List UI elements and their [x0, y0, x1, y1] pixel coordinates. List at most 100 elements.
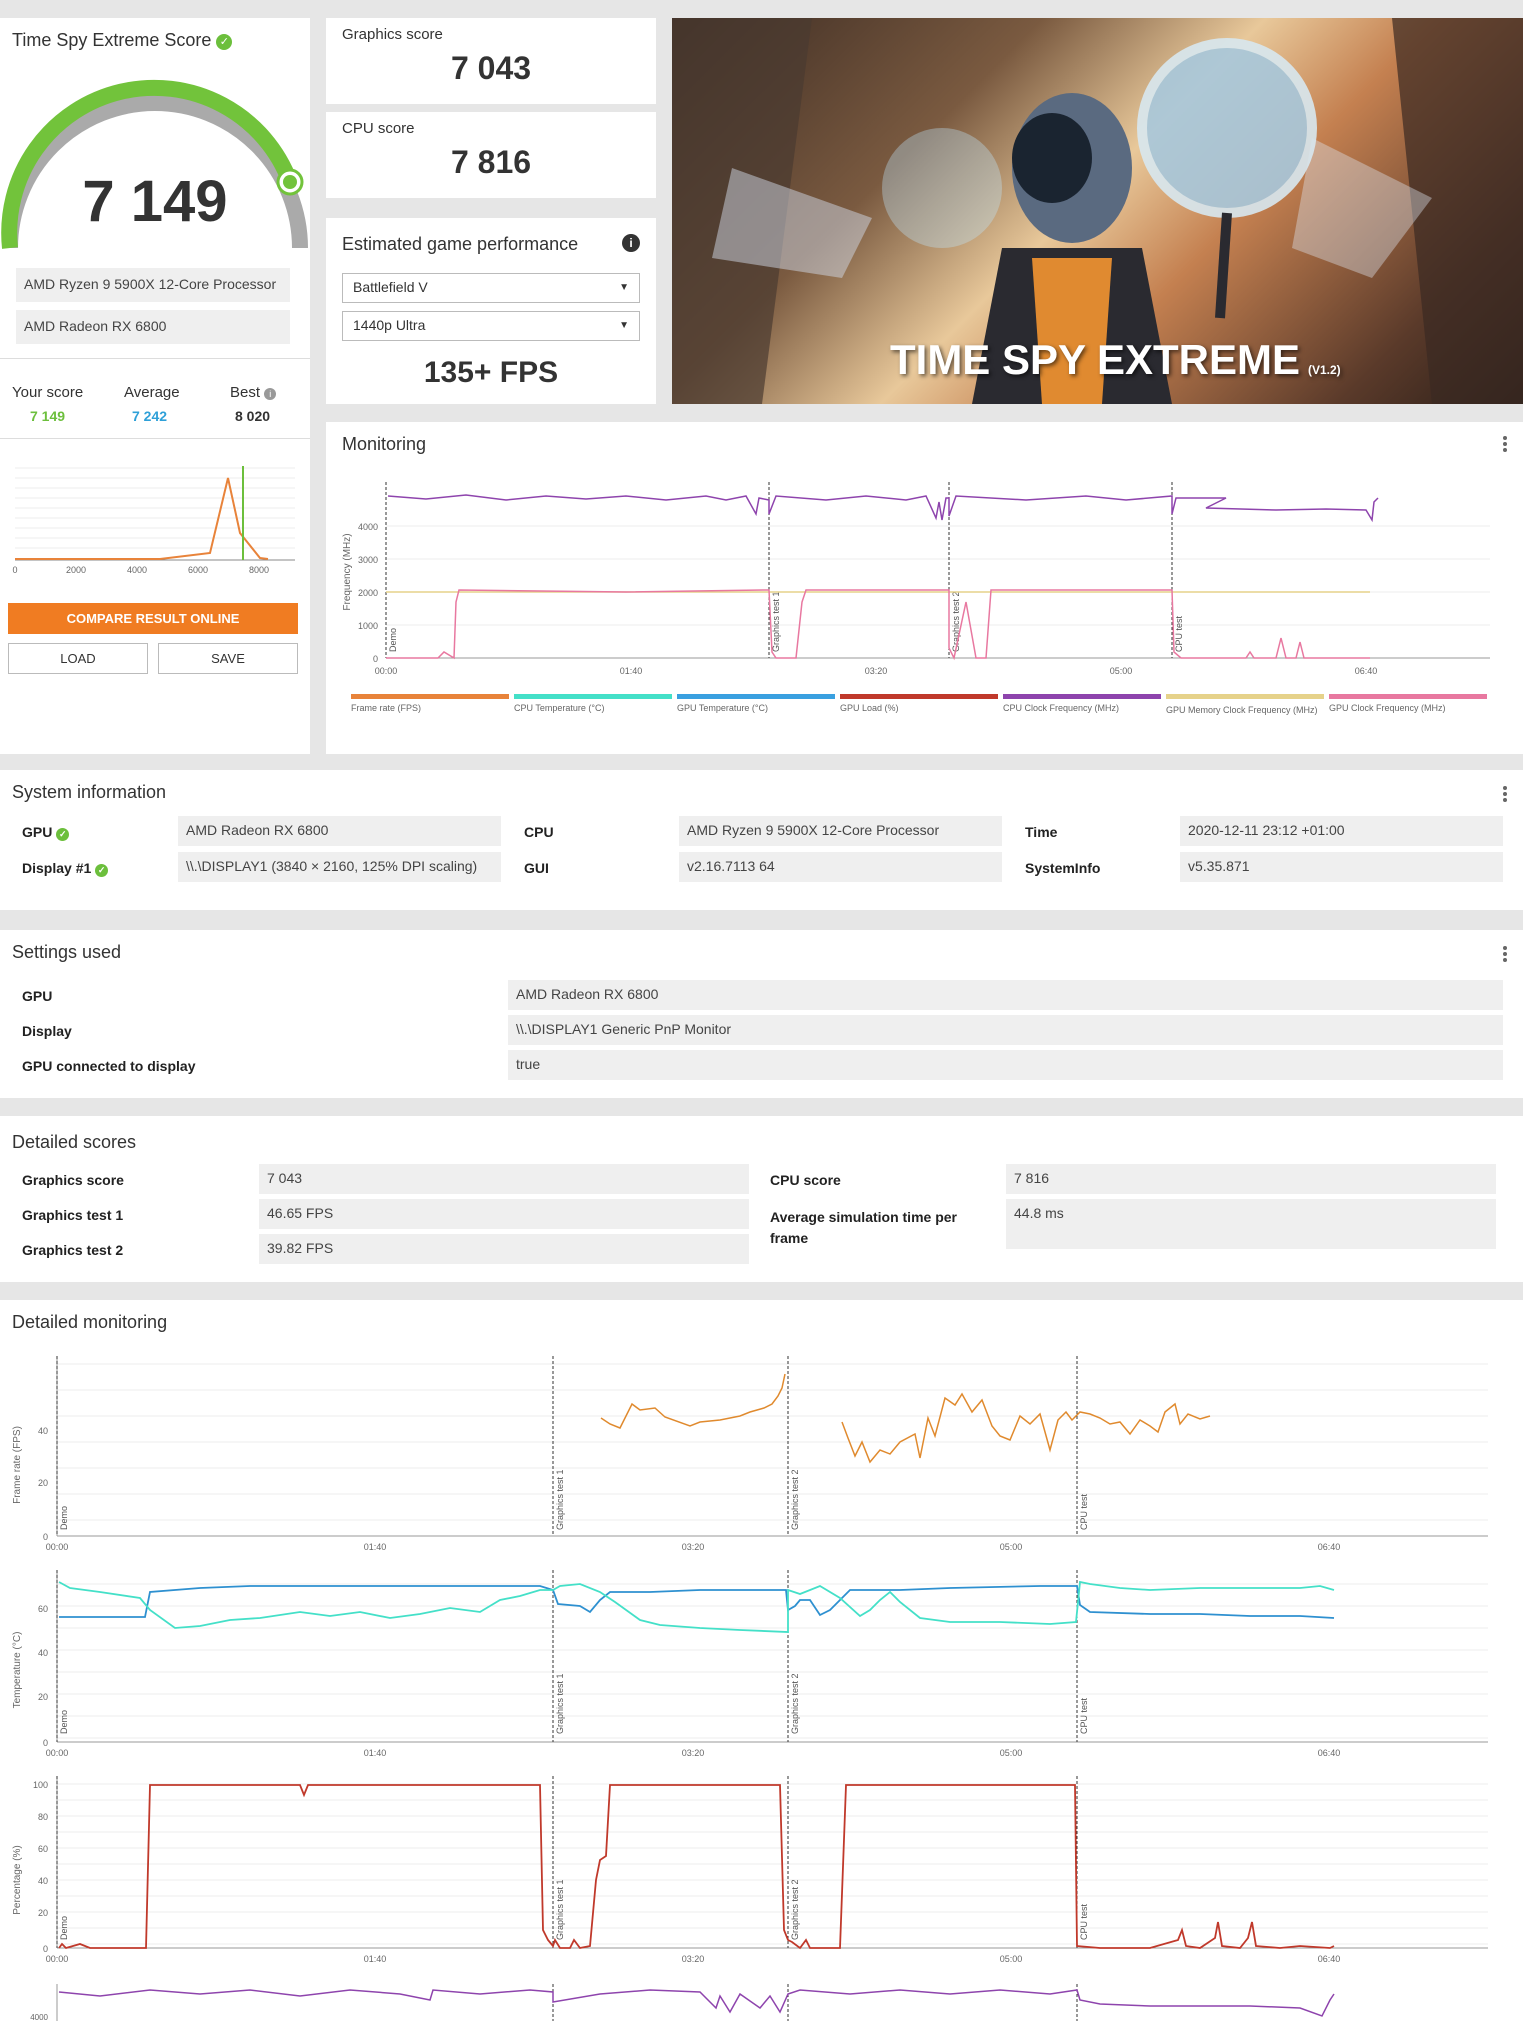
chevron-down-icon: ▼ — [619, 320, 629, 331]
x-tick: 00:00 — [375, 666, 398, 676]
section-label: CPU test — [1079, 1903, 1089, 1940]
cpu-score-label: CPU score — [770, 1172, 841, 1188]
percentage-y-label: Percentage (%) — [12, 1845, 23, 1914]
settings-gpu-value: AMD Radeon RX 6800 — [508, 980, 1503, 1010]
settings-used-title: Settings used — [12, 942, 122, 962]
dist-tick: 8000 — [249, 565, 269, 575]
y-tick: 2000 — [358, 588, 378, 598]
fps-chart: Frame rate (FPS) 40 20 0 00:00 01:40 03:… — [12, 1356, 1488, 1552]
more-options-icon[interactable] — [1503, 786, 1507, 804]
legend-item[interactable]: GPU Temperature (°C) — [677, 694, 835, 713]
verified-icon: ✓ — [216, 34, 233, 50]
gpu-temperature-series — [59, 1585, 1335, 1619]
more-options-icon[interactable] — [1503, 436, 1507, 454]
graphics-test-1-value: 46.65 FPS — [259, 1199, 749, 1229]
detailed-monitoring-card: Detailed monitoring Frame rate (FPS) 40 … — [0, 1300, 1523, 2021]
game-select[interactable]: Battlefield V ▼ — [342, 273, 640, 303]
system-information-title: System information — [12, 782, 167, 802]
graphics-test-2-label: Graphics test 2 — [22, 1242, 124, 1258]
gpu-clock-series — [386, 589, 1370, 661]
legend-item[interactable]: Frame rate (FPS) — [351, 694, 509, 713]
x-tick: 01:40 — [364, 1954, 387, 1964]
gpu-value: AMD Radeon RX 6800 — [178, 816, 501, 846]
x-tick: 03:20 — [682, 1542, 705, 1552]
graphics-test-2-value: 39.82 FPS — [259, 1234, 749, 1264]
distribution-curve — [15, 477, 269, 560]
cpu-clock-series — [387, 494, 1379, 523]
cpu-score-value: 7 816 — [1006, 1164, 1496, 1194]
display-value: \\.\DISPLAY1 (3840 × 2160, 125% DPI scal… — [178, 852, 501, 882]
dist-tick: 6000 — [188, 565, 208, 575]
display-label: Display #1 ✓ — [22, 860, 109, 877]
more-options-icon[interactable] — [1503, 946, 1507, 964]
settings-display-value: \\.\DISPLAY1 Generic PnP Monitor — [508, 1015, 1503, 1045]
x-tick: 05:00 — [1000, 1748, 1023, 1758]
cpu-temperature-series — [58, 1580, 1335, 1633]
section-label: Graphics test 2 — [790, 1673, 800, 1734]
y-axis-label: Frequency (MHz) — [342, 533, 353, 610]
benchmark-banner: TIME SPY EXTREME (V1.2) — [672, 18, 1523, 404]
x-tick: 00:00 — [46, 1954, 69, 1964]
settings-used-card: Settings used GPU AMD Radeon RX 6800 Dis… — [0, 930, 1523, 1098]
section-label: Graphics test 1 — [771, 591, 781, 652]
dist-tick: 0 — [12, 565, 17, 575]
temp-y-tick: 40 — [38, 1648, 48, 1658]
cpu-clock-chart: 4000 — [30, 1984, 1335, 2021]
x-tick: 05:00 — [1000, 1954, 1023, 1964]
frame-rate-series — [841, 1392, 1211, 1464]
verified-icon: ✓ — [56, 828, 70, 841]
y-tick: 0 — [373, 654, 378, 664]
legend-item[interactable]: GPU Memory Clock Frequency (MHz) — [1166, 694, 1324, 717]
temp-y-tick: 0 — [43, 1738, 48, 1748]
graphics-score-value: 7 043 — [450, 50, 532, 86]
pct-y-tick: 0 — [43, 1944, 48, 1954]
section-label: CPU test — [1174, 615, 1184, 652]
temperature-y-label: Temperature (°C) — [12, 1632, 23, 1709]
preset-select[interactable]: 1440p Ultra ▼ — [342, 311, 640, 341]
x-tick: 03:20 — [682, 1748, 705, 1758]
section-label: Graphics test 1 — [555, 1469, 565, 1530]
legend-item[interactable]: GPU Clock Frequency (MHz) — [1329, 694, 1487, 713]
pct-y-tick: 20 — [38, 1908, 48, 1918]
best-label: Best i — [230, 384, 277, 401]
game-performance-title: Estimated game performance — [342, 234, 579, 254]
avg-simulation-time-value: 44.8 ms — [1006, 1199, 1496, 1249]
graphics-score-value: 7 043 — [259, 1164, 749, 1194]
pct-y-tick: 60 — [38, 1844, 48, 1854]
x-tick: 03:20 — [865, 666, 888, 676]
gpu-name: AMD Radeon RX 6800 — [16, 310, 290, 344]
score-card: Time Spy Extreme Score ✓ 7 149 AMD Ryzen… — [0, 18, 310, 754]
compare-result-button[interactable]: COMPARE RESULT ONLINE — [8, 603, 298, 634]
y-tick: 4000 — [30, 2013, 48, 2021]
gpu-connected-value: true — [508, 1050, 1503, 1080]
legend-item[interactable]: CPU Temperature (°C) — [514, 694, 672, 713]
info-icon[interactable]: i — [622, 234, 640, 252]
info-icon[interactable]: i — [264, 388, 277, 400]
chevron-down-icon: ▼ — [619, 282, 629, 293]
avg-simulation-time-label: Average simulation time per frame — [770, 1209, 957, 1246]
legend-item[interactable]: CPU Clock Frequency (MHz) — [1003, 694, 1161, 713]
load-button[interactable]: LOAD — [8, 643, 148, 674]
section-label: CPU test — [1079, 1697, 1089, 1734]
estimated-fps: 135+ FPS — [423, 356, 559, 389]
cpu-clock-series — [58, 1989, 1335, 2017]
time-value: 2020-12-11 23:12 +01:00 — [1180, 816, 1503, 846]
fps-y-label: Frame rate (FPS) — [12, 1426, 23, 1504]
systeminfo-label: SystemInfo — [1025, 860, 1101, 876]
settings-gpu-label: GPU — [22, 988, 53, 1004]
x-tick: 01:40 — [620, 666, 643, 676]
x-tick: 05:00 — [1110, 666, 1133, 676]
detailed-scores-title: Detailed scores — [12, 1132, 137, 1152]
best-value: 8 020 — [235, 408, 271, 424]
temperature-chart: Temperature (°C) 60 40 20 0 00:00 01:40 … — [12, 1570, 1488, 1758]
score-gauge — [1, 79, 308, 249]
systeminfo-value: v5.35.871 — [1180, 852, 1503, 882]
legend-item[interactable]: GPU Load (%) — [840, 694, 998, 713]
your-score-label: Your score — [12, 384, 84, 401]
main-score: 7 149 — [82, 169, 228, 234]
cpu-score-card: CPU score 7 816 — [326, 112, 656, 198]
x-tick: 05:00 — [1000, 1542, 1023, 1552]
save-button[interactable]: SAVE — [158, 643, 298, 674]
score-distribution-chart: 0 2000 4000 6000 8000 — [12, 466, 295, 575]
section-label: Graphics test 1 — [555, 1879, 565, 1940]
